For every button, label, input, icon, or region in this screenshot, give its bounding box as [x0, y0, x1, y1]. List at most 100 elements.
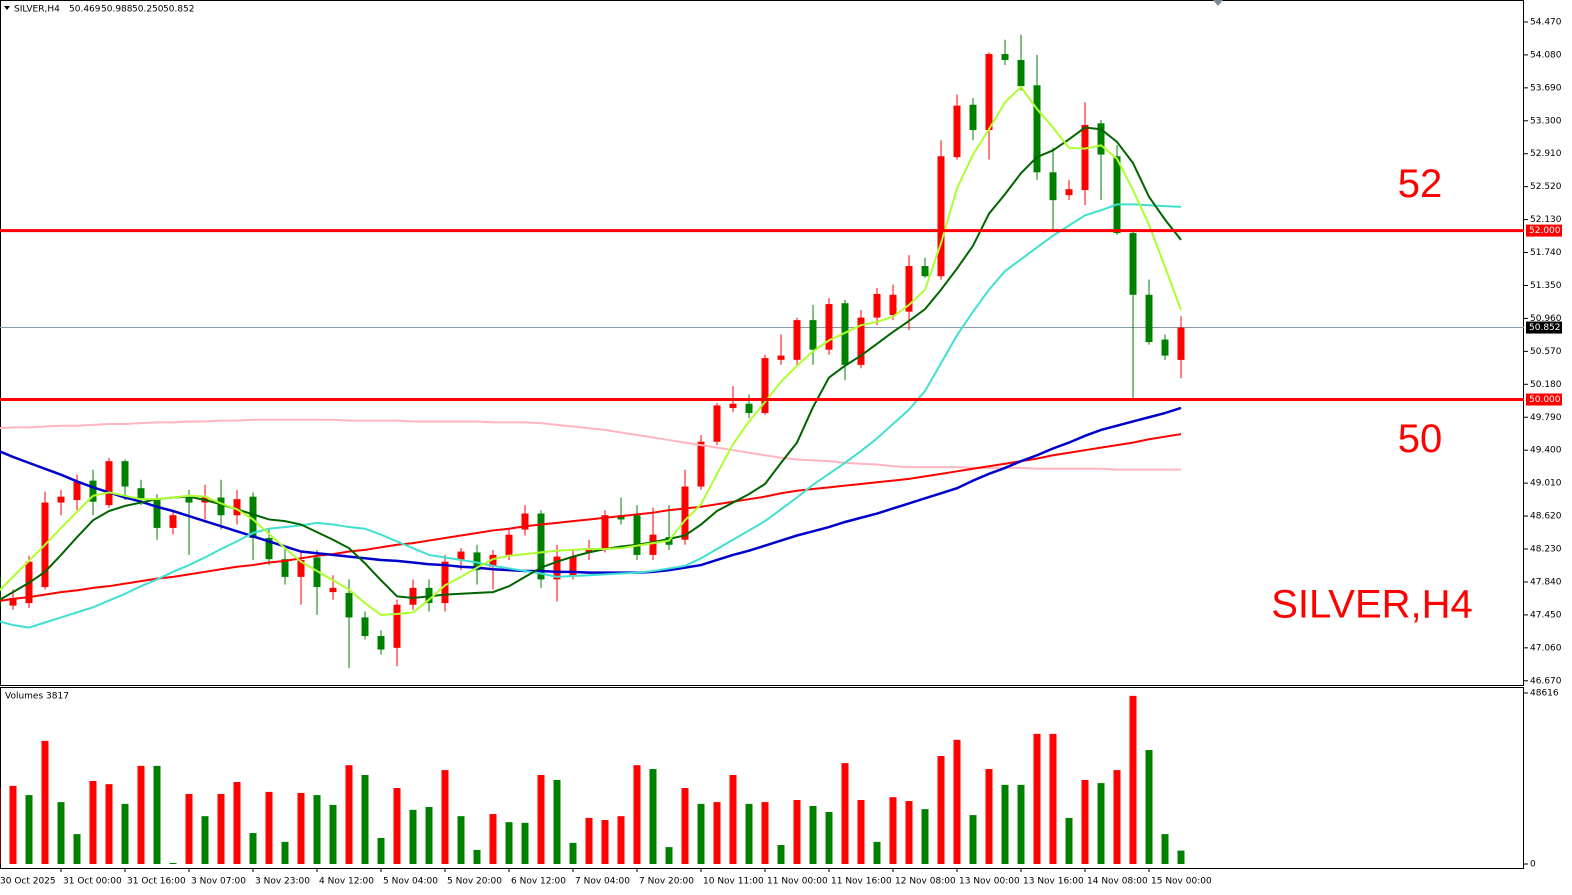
- candle-body: [0, 576, 1, 607]
- moving-average: [0, 433, 1182, 602]
- x-tick-label: 11 Nov 00:00: [767, 877, 828, 887]
- candle-body: [1145, 294, 1153, 343]
- volume-bar: [889, 797, 897, 864]
- x-tick-label: 11 Nov 16:00: [831, 877, 892, 887]
- x-tick-label: 7 Nov 04:00: [575, 877, 630, 887]
- volume-bar: [1177, 850, 1185, 864]
- volume-bar: [713, 802, 721, 864]
- y-tick-label: 47.840: [1530, 577, 1562, 587]
- x-tick-label: 3 Nov 07:00: [191, 877, 246, 887]
- candle-body: [1161, 339, 1169, 356]
- x-tick-label: 31 Oct 16:00: [127, 877, 186, 887]
- candle-body: [841, 303, 849, 365]
- candle-body: [57, 496, 65, 503]
- volume-bar: [329, 804, 337, 864]
- volume-bar: [905, 801, 913, 864]
- moving-average: [0, 203, 1182, 629]
- volume-bar: [633, 765, 641, 864]
- candle-body: [361, 617, 369, 637]
- candle-body: [617, 515, 625, 520]
- x-tick-label: 7 Nov 20:00: [639, 877, 694, 887]
- volume-bar: [73, 834, 81, 864]
- level-annotation: 50: [1398, 417, 1443, 461]
- candle-body: [921, 266, 929, 277]
- volume-bar: [249, 833, 257, 864]
- y-tick-label: 48.230: [1530, 545, 1562, 555]
- volume-bar: [345, 765, 353, 864]
- candle-body: [329, 587, 337, 593]
- candle-body: [601, 515, 609, 549]
- candle-body: [377, 636, 385, 650]
- y-tick-label: 51.740: [1530, 248, 1562, 258]
- volume-bar: [857, 799, 865, 864]
- volume-bar: [537, 775, 545, 864]
- candle-body: [121, 461, 129, 487]
- candle-body: [633, 515, 641, 555]
- volume-bar: [265, 791, 273, 864]
- y-tick-label: 52.520: [1530, 182, 1562, 192]
- volume-tick-label: 0: [1530, 860, 1536, 870]
- candle-body: [985, 54, 993, 131]
- candle-body: [1097, 123, 1105, 155]
- candle-body: [137, 488, 145, 500]
- volume-bar: [105, 784, 113, 864]
- level-label: 50.000: [1529, 395, 1561, 405]
- volume-bar: [137, 765, 145, 864]
- candle-body: [585, 548, 593, 553]
- volume-bar: [985, 769, 993, 864]
- candle-body: [809, 320, 817, 350]
- volume-bar: [921, 809, 929, 864]
- volume-bar: [121, 803, 129, 864]
- main-plot: [0, 34, 1524, 669]
- candle-body: [825, 304, 833, 350]
- current-price-label: 50.852: [1529, 323, 1561, 333]
- volume-bar: [553, 779, 561, 864]
- volume-bar: [297, 792, 305, 864]
- y-tick-label: 46.670: [1530, 676, 1562, 686]
- volume-bar: [617, 816, 625, 864]
- candle-body: [889, 294, 897, 316]
- volume-bar: [1049, 733, 1057, 864]
- candle-body: [537, 513, 545, 580]
- y-tick-label: 49.400: [1530, 446, 1562, 456]
- y-tick-label: 52.910: [1530, 149, 1562, 159]
- candle-body: [265, 538, 273, 560]
- candle-body: [521, 513, 529, 530]
- candle-body: [233, 499, 241, 516]
- candle-body: [1177, 327, 1185, 360]
- volume-bar: [1033, 733, 1041, 864]
- volume-bar: [457, 816, 465, 864]
- x-tick-label: 14 Nov 08:00: [1087, 877, 1148, 887]
- volume-bar: [233, 782, 241, 864]
- volume-bar: [57, 802, 65, 864]
- volume-bar: [1113, 770, 1121, 864]
- candle-body: [185, 497, 193, 503]
- volume-bar: [9, 785, 17, 864]
- y-tick-label: 53.690: [1530, 83, 1562, 93]
- volume-bar: [41, 740, 49, 864]
- y-tick-label: 49.790: [1530, 413, 1562, 423]
- volume-bar: [521, 822, 529, 864]
- volume-bar: [169, 862, 177, 864]
- header-arrow: [4, 6, 10, 10]
- volume-bar: [745, 803, 753, 864]
- candle-body: [857, 317, 865, 365]
- candle-body: [713, 405, 721, 442]
- volume-bar: [841, 763, 849, 864]
- volume-bar: [1065, 817, 1073, 864]
- candle-body: [73, 481, 81, 501]
- x-tick-label: 5 Nov 04:00: [383, 877, 438, 887]
- x-tick-label: 12 Nov 08:00: [895, 877, 956, 887]
- volume-title: Volumes 3817: [5, 692, 69, 702]
- candle-body: [393, 604, 401, 648]
- candle-body: [969, 104, 977, 131]
- volume-bar: [665, 847, 673, 864]
- header-value: 50.852: [163, 5, 195, 15]
- volume-bar: [153, 765, 161, 864]
- volume-bar: [281, 841, 289, 864]
- candle-body: [1129, 233, 1137, 295]
- candle-body: [457, 551, 465, 560]
- candle-body: [345, 592, 353, 618]
